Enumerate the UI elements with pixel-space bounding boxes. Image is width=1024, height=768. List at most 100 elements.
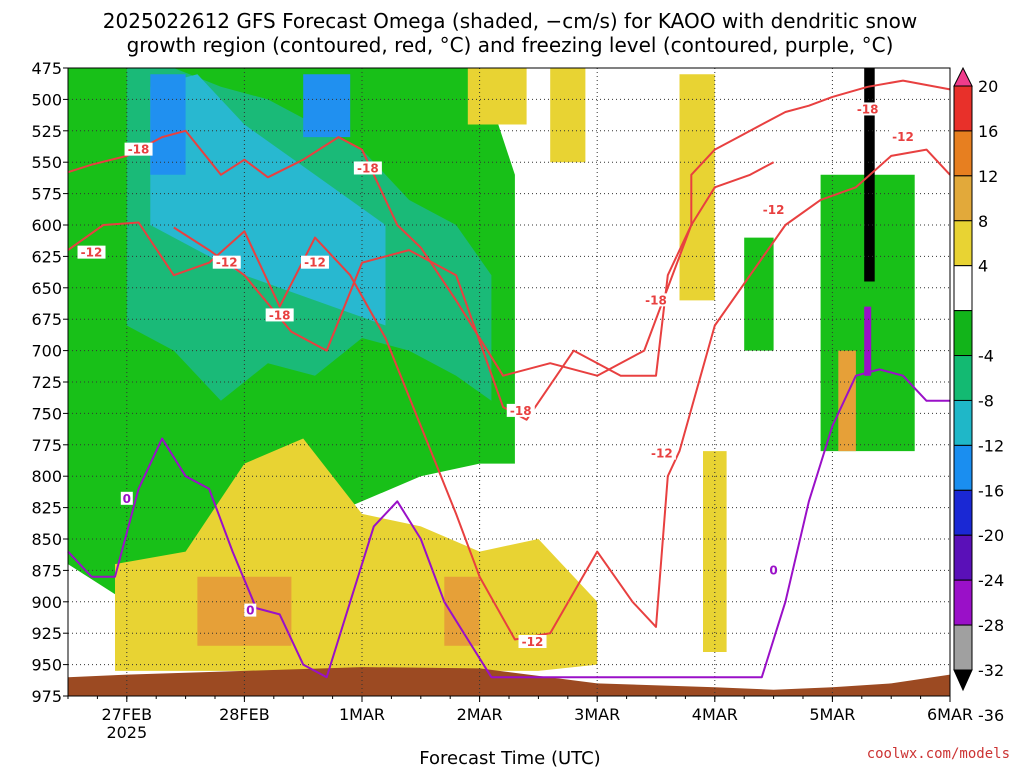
y-tick-label-850: 850 bbox=[31, 530, 62, 549]
colorbar-box-12 bbox=[953, 579, 973, 626]
x-tick-label-28FEB: 28FEB bbox=[219, 705, 270, 724]
colorbar-top-arrow bbox=[953, 66, 973, 87]
x-tick-label-1MAR: 1MAR bbox=[339, 705, 385, 724]
shading-orange-1 bbox=[444, 576, 480, 646]
shading-yellow-1 bbox=[467, 68, 527, 125]
y-tick-label-950: 950 bbox=[31, 656, 62, 675]
contour-label-1-2: -18 bbox=[645, 293, 667, 307]
contour-label-bg bbox=[767, 563, 780, 577]
y-tick-label-675: 675 bbox=[31, 310, 62, 329]
contour-label-0-0: -18 bbox=[128, 143, 150, 157]
colorbar-box-9 bbox=[953, 444, 973, 491]
contour-label-bg bbox=[212, 255, 241, 269]
terrain-fill bbox=[68, 667, 950, 696]
x-tick-label-4MAR: 4MAR bbox=[692, 705, 738, 724]
contour-label-bg bbox=[244, 603, 257, 617]
contour-label-bg bbox=[77, 245, 106, 259]
contour-label-2-6: -12 bbox=[892, 130, 914, 144]
contour-label-bg bbox=[518, 634, 547, 648]
credit-text: coolwx.com/models bbox=[867, 746, 1010, 762]
contour-label-bg bbox=[120, 491, 133, 505]
y-tick-label-975: 975 bbox=[31, 687, 62, 706]
y-tick-label-550: 550 bbox=[31, 153, 62, 172]
colorbar-label-10: -24 bbox=[978, 571, 1004, 590]
shading-yellow-2 bbox=[550, 68, 586, 163]
colorbar-box-11 bbox=[953, 534, 973, 581]
colorbar-box-1 bbox=[953, 85, 973, 132]
y-tick-label-600: 600 bbox=[31, 216, 62, 235]
contour-label-bg bbox=[506, 403, 535, 417]
colorbar-label-6: -8 bbox=[978, 391, 994, 410]
contour-label-2-4: -12 bbox=[651, 447, 673, 461]
contour-label-bg bbox=[642, 293, 670, 307]
colorbar-label-2: 12 bbox=[978, 167, 998, 186]
contour-label-1-0: -18 bbox=[269, 308, 291, 322]
y-tick-label-800: 800 bbox=[31, 467, 62, 486]
colorbar-label-8: -16 bbox=[978, 481, 1004, 500]
colorbar-label-7: -12 bbox=[978, 436, 1004, 455]
x-tick-sublabel-27FEB: 2025 bbox=[106, 723, 147, 742]
x-tick-label-2MAR: 2MAR bbox=[457, 705, 503, 724]
contour-line-3 bbox=[67, 368, 950, 679]
y-tick-label-500: 500 bbox=[31, 90, 62, 109]
contour-label-0-1: -18 bbox=[357, 161, 379, 175]
contour-label-2-0: -12 bbox=[81, 246, 103, 260]
y-tick-label-775: 775 bbox=[31, 436, 62, 455]
y-tick-label-925: 925 bbox=[31, 624, 62, 643]
y-tick-label-725: 725 bbox=[31, 373, 62, 392]
shading-yellow-4 bbox=[703, 451, 727, 652]
colorbar-box-2 bbox=[953, 130, 973, 177]
shading-orange-2 bbox=[838, 350, 856, 452]
contour-label-2-1: -12 bbox=[216, 256, 238, 270]
y-tick-label-575: 575 bbox=[31, 185, 62, 204]
contour-label-3-2: 0 bbox=[769, 563, 777, 577]
contour-label-2-3: -12 bbox=[522, 635, 544, 649]
contour-label-2-5: -12 bbox=[763, 203, 785, 217]
colorbar-label-13: -36 bbox=[978, 706, 1004, 725]
y-tick-label-900: 900 bbox=[31, 593, 62, 612]
y-tick-label-750: 750 bbox=[31, 404, 62, 423]
chart-title-line-2: growth region (contoured, red, °C) and f… bbox=[127, 33, 894, 57]
colorbar-box-4 bbox=[953, 220, 973, 267]
y-tick-label-525: 525 bbox=[31, 122, 62, 141]
contour-label-bg bbox=[300, 255, 329, 269]
shading-purple-column-0 bbox=[864, 306, 872, 376]
x-tick-label-3MAR: 3MAR bbox=[574, 705, 620, 724]
y-tick-label-700: 700 bbox=[31, 342, 62, 361]
contour-label-bg bbox=[759, 202, 788, 216]
x-tick-label-6MAR: 6MAR bbox=[927, 705, 973, 724]
colorbar-box-10 bbox=[953, 489, 973, 536]
contour-label-bg bbox=[647, 446, 676, 460]
contour-label-0-2: -18 bbox=[857, 102, 879, 116]
pressure-axis: 475 500 525 550 575 600 625 650 675 700 725 750 775 8… bbox=[31, 59, 68, 706]
colorbar-label-9: -20 bbox=[978, 526, 1004, 545]
contour-label-bg bbox=[853, 102, 882, 116]
contour-label-2-2: -12 bbox=[304, 256, 326, 270]
plot-area: -18 -18 -18 -18 -18 -18 -12 -12 -12 -12 -12 -12 -12 0… bbox=[67, 67, 951, 697]
colorbar-label-11: -28 bbox=[978, 616, 1004, 635]
colorbar-bottom-arrow bbox=[953, 669, 973, 692]
x-tick-label-27FEB: 27FEB bbox=[101, 705, 152, 724]
omega-shading bbox=[68, 68, 915, 671]
y-tick-label-875: 875 bbox=[31, 561, 62, 580]
colorbar-box-8 bbox=[953, 399, 973, 446]
shading-yellow-3 bbox=[679, 74, 715, 301]
colorbar-label-12: -32 bbox=[978, 661, 1004, 680]
colorbar-label-4: 4 bbox=[978, 257, 988, 276]
colorbar-label-1: 16 bbox=[978, 122, 998, 141]
colorbar-label-5: -4 bbox=[978, 347, 994, 366]
contour-label-bg bbox=[888, 130, 917, 144]
contour-label-3-1: 0 bbox=[246, 604, 254, 618]
shading-blue-1 bbox=[303, 74, 351, 138]
contours: -18 -18 -18 -18 -18 -18 -12 -12 -12 -12 -12 -12 -12 0… bbox=[67, 79, 951, 679]
x-tick-label-5MAR: 5MAR bbox=[809, 705, 855, 724]
x-axis-label: Forecast Time (UTC) bbox=[419, 748, 600, 768]
colorbar-box-5 bbox=[953, 265, 973, 312]
colorbar-box-3 bbox=[953, 175, 973, 222]
colorbar-label-0: 20 bbox=[978, 77, 998, 96]
y-tick-label-625: 625 bbox=[31, 247, 62, 266]
contour-label-bg bbox=[265, 308, 294, 322]
contour-label-bg bbox=[124, 142, 153, 156]
